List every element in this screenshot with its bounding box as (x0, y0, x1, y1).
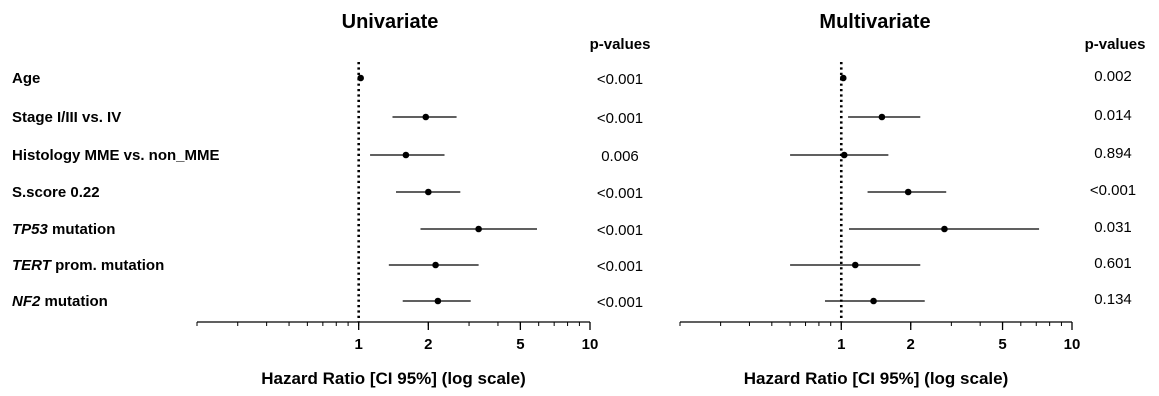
x-tick-label-2: 10 (1064, 336, 1081, 353)
p-value-2: 0.601 (1094, 255, 1132, 272)
hr-point-2 (851, 261, 859, 269)
x-tick-label-1: 2 (424, 336, 432, 353)
x-axis-label-2: Hazard Ratio [CI 95%] (log scale) (744, 369, 1009, 388)
panel-title-1: Univariate (342, 11, 439, 33)
p-value-1: <0.001 (597, 71, 643, 88)
hr-point-2 (840, 151, 848, 159)
hr-point-2 (878, 113, 886, 121)
row-label: S.score 0.22 (12, 184, 100, 201)
p-value-2: 0.894 (1094, 145, 1132, 162)
hr-point-1 (422, 113, 430, 121)
x-tick-label-2: 1 (837, 336, 845, 353)
p-value-1: 0.006 (601, 148, 639, 165)
hr-point-2 (941, 225, 948, 233)
x-tick-label-1: 1 (355, 336, 363, 353)
p-value-2: 0.134 (1094, 291, 1132, 308)
p-value-2: 0.014 (1094, 107, 1132, 124)
hr-point-1 (432, 261, 439, 269)
row-label: Stage I/III vs. IV (12, 109, 121, 126)
x-axis-label-1: Hazard Ratio [CI 95%] (log scale) (261, 369, 526, 388)
pvalues-header-1: p-values (590, 36, 651, 53)
panel-title-2: Multivariate (819, 11, 930, 33)
x-tick-label-2: 2 (907, 336, 915, 353)
p-value-1: <0.001 (597, 222, 643, 239)
row-label: Histology MME vs. non_MME (12, 147, 220, 164)
x-tick-label-1: 5 (516, 336, 524, 353)
row-label: TERT prom. mutation (12, 257, 164, 274)
row-label: Age (12, 70, 40, 87)
hr-point-2 (904, 188, 912, 196)
p-value-2: 0.002 (1094, 68, 1132, 85)
x-tick-label-1: 10 (582, 336, 599, 353)
hr-point-1 (402, 151, 410, 159)
p-value-1: <0.001 (597, 258, 643, 275)
row-label: NF2 mutation (12, 293, 108, 310)
hr-point-1 (425, 188, 432, 196)
hr-point-2 (839, 74, 847, 82)
hr-point-2 (870, 297, 877, 305)
p-value-1: <0.001 (597, 110, 643, 127)
pvalues-header-2: p-values (1085, 36, 1146, 53)
x-tick-label-2: 5 (998, 336, 1006, 353)
p-value-2: 0.031 (1094, 219, 1132, 236)
p-value-2: <0.001 (1090, 182, 1136, 199)
row-label: TP53 mutation (12, 221, 115, 238)
p-value-1: <0.001 (597, 185, 643, 202)
p-value-1: <0.001 (597, 294, 643, 311)
hr-point-1 (434, 297, 442, 305)
hr-point-1 (475, 225, 482, 233)
hr-point-1 (357, 74, 364, 82)
